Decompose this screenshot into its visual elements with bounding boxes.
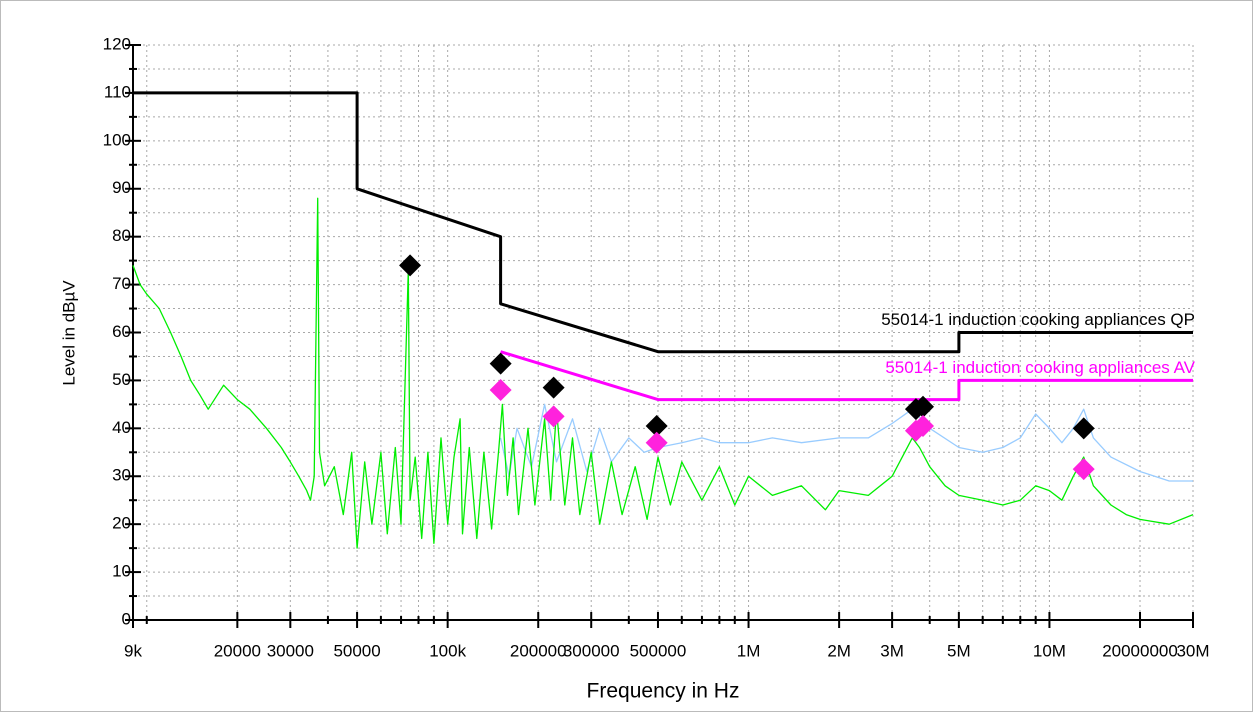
x-tick-label: 20000 xyxy=(214,641,261,660)
y-tick-label: 80 xyxy=(112,226,131,245)
x-tick-label: 100k xyxy=(429,641,466,660)
x-tick-label: 1M xyxy=(737,641,761,660)
marker xyxy=(911,395,934,418)
marker xyxy=(1072,417,1095,440)
marker xyxy=(911,414,934,437)
y-tick-label: 40 xyxy=(112,418,131,437)
x-tick-label: 3M xyxy=(880,641,904,660)
y-tick-label: 90 xyxy=(112,178,131,197)
x-tick-label: 9k xyxy=(124,641,142,660)
y-tick-label: 0 xyxy=(122,609,131,628)
marker xyxy=(542,376,565,399)
marker xyxy=(645,414,668,437)
limit-label: 55014-1 induction cooking appliances AV xyxy=(885,358,1195,377)
y-tick-label: 30 xyxy=(112,466,131,485)
x-tick-label: 2M xyxy=(827,641,851,660)
marker xyxy=(489,379,512,401)
marker xyxy=(1072,458,1095,481)
y-tick-label: 110 xyxy=(104,82,131,101)
marker xyxy=(399,254,422,277)
y-tick-label: 120 xyxy=(103,34,131,53)
marker xyxy=(645,431,668,454)
marker xyxy=(542,405,565,428)
y-axis-title: Level in dBµV xyxy=(59,280,78,386)
y-tick-label: 50 xyxy=(112,370,131,389)
marker xyxy=(489,352,512,375)
series-line xyxy=(499,403,1193,482)
x-tick-label: 30000 xyxy=(267,641,314,660)
y-tick-label: 70 xyxy=(112,274,131,293)
series-line xyxy=(500,350,1193,402)
y-tick-label: 100 xyxy=(103,130,131,149)
x-tick-label: 5M xyxy=(947,641,971,660)
y-tick-label: 60 xyxy=(112,322,131,341)
series-line xyxy=(132,197,1194,549)
x-axis-title: Frequency in Hz xyxy=(587,680,740,703)
x-tick-label: 50000 xyxy=(333,641,380,660)
x-tick-label: 30M xyxy=(1176,641,1209,660)
x-tick-label: 20000000 xyxy=(1102,641,1178,660)
x-tick-label: 200000 xyxy=(510,641,567,660)
x-tick-label: 300000 xyxy=(563,641,620,660)
y-tick-label: 10 xyxy=(112,562,131,581)
x-tick-label: 10M xyxy=(1033,641,1066,660)
y-tick-label: 20 xyxy=(112,514,131,533)
limit-label: 55014-1 induction cooking appliances QP xyxy=(881,310,1195,329)
x-tick-label: 500000 xyxy=(630,641,687,660)
series-line xyxy=(133,91,1193,354)
